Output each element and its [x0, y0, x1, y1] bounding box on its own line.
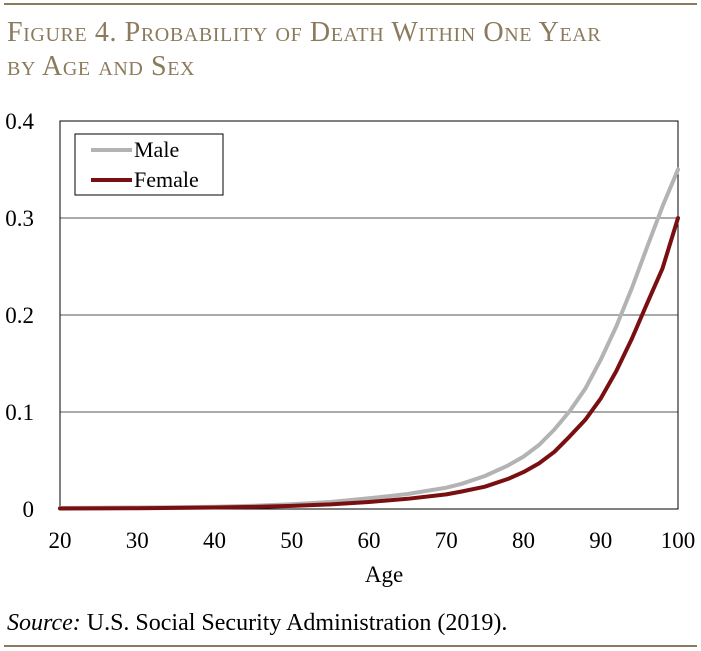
title-line-2: by Age and Sex	[7, 51, 196, 82]
x-tick-label: 20	[49, 528, 72, 553]
y-tick-label: 0.4	[5, 109, 34, 134]
legend-box	[74, 133, 224, 196]
x-axis-label: Age	[365, 562, 403, 587]
legend: Male Female	[74, 133, 224, 196]
x-tick-label: 30	[126, 528, 149, 553]
x-tick-label: 70	[435, 528, 458, 553]
x-tick-label: 40	[203, 528, 226, 553]
legend-label-female: Female	[134, 167, 199, 192]
x-tick-label: 50	[280, 528, 303, 553]
line-chart: 0 0.1 0.2 0.3 0.4 20 30 40 50 60 70 80 90 100 Age Ma…	[5, 109, 696, 587]
plot-frame	[59, 120, 679, 510]
series-line-female	[58, 216, 680, 511]
y-tick-label: 0.3	[5, 206, 34, 231]
x-tick-label: 80	[512, 528, 535, 553]
source-label: Source:	[7, 610, 81, 636]
title-line-1: Figure 4. Probability of Death Within On…	[7, 17, 602, 48]
series-line-male	[58, 167, 680, 510]
source-note: Source: U.S. Social Security Administrat…	[7, 610, 507, 637]
y-tick-labels: 0 0.1 0.2 0.3 0.4	[5, 109, 34, 522]
top-rule	[4, 3, 697, 5]
y-tick-label: 0	[23, 497, 35, 522]
source-text: U.S. Social Security Administration (201…	[80, 610, 508, 636]
y-tick-label: 0.1	[5, 400, 34, 425]
x-tick-label: 90	[589, 528, 612, 553]
legend-label-male: Male	[134, 137, 179, 162]
x-tick-label: 60	[358, 528, 381, 553]
figure-title: Figure 4. Probability of Death Within On…	[7, 16, 697, 84]
series-layer	[58, 167, 680, 511]
y-tick-label: 0.2	[5, 303, 34, 328]
bottom-rule	[4, 645, 697, 647]
x-tick-label: 100	[661, 528, 696, 553]
x-tick-labels: 20 30 40 50 60 70 80 90 100	[49, 528, 696, 553]
